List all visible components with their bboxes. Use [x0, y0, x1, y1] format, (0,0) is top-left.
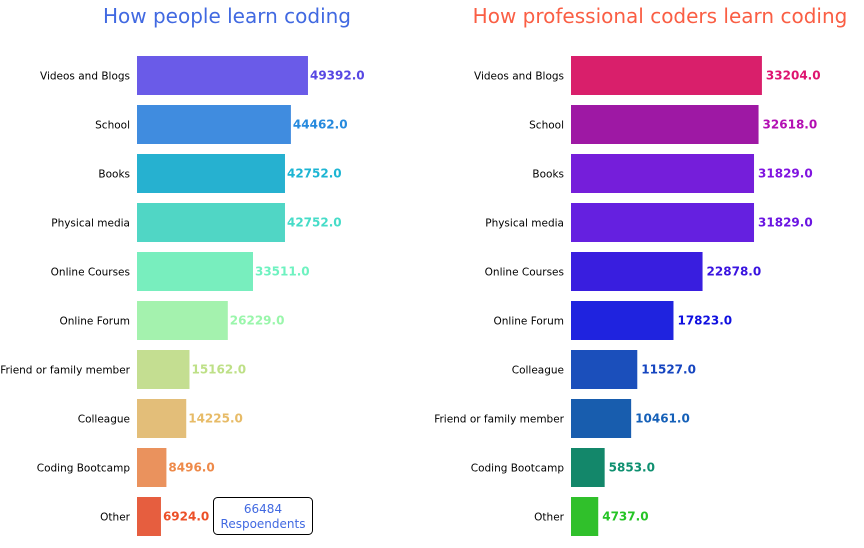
right-category-label: Online Courses	[485, 267, 564, 279]
left-chart-bars: Videos and Blogs 49392.0 School 44462.0 Book…	[0, 56, 365, 536]
left-bar	[137, 203, 285, 242]
left-category-label: Colleague	[78, 414, 130, 426]
right-bar	[571, 56, 762, 95]
right-value-label: 4737.0	[602, 510, 648, 524]
left-bar	[137, 105, 291, 144]
respondents-annotation: 66484 Respoendents	[213, 497, 313, 535]
right-category-label: Books	[532, 169, 564, 181]
left-bar	[137, 301, 228, 340]
left-category-label: Coding Bootcamp	[37, 463, 131, 475]
right-category-label: Coding Bootcamp	[471, 463, 565, 475]
left-bar	[137, 154, 285, 193]
right-bar	[571, 154, 755, 193]
left-category-label: Other	[100, 512, 130, 524]
right-value-label: 32618.0	[763, 118, 818, 132]
left-bar	[137, 252, 253, 291]
right-bar	[571, 105, 759, 144]
right-value-label: 5853.0	[609, 461, 655, 475]
left-bar	[137, 497, 161, 536]
respondents-count: 66484	[244, 502, 282, 516]
right-value-label: 22878.0	[707, 265, 762, 279]
left-value-label: 44462.0	[293, 118, 348, 132]
right-chart-title: How professional coders learn coding	[473, 4, 848, 28]
right-category-label: Online Forum	[494, 316, 565, 328]
right-bar	[571, 399, 632, 438]
left-bar	[137, 350, 190, 389]
right-category-label: Videos and Blogs	[474, 71, 564, 83]
left-bar	[137, 399, 187, 438]
right-value-label: 11527.0	[641, 363, 696, 377]
right-category-label: Friend or family member	[434, 414, 564, 426]
right-bar	[571, 301, 674, 340]
right-category-label: Colleague	[512, 365, 564, 377]
left-chart-title: How people learn coding	[103, 4, 351, 28]
left-category-label: Physical media	[51, 218, 130, 230]
left-category-label: Online Forum	[60, 316, 131, 328]
right-value-label: 31829.0	[758, 167, 813, 181]
left-category-label: Books	[98, 169, 130, 181]
right-bar	[571, 350, 638, 389]
right-bar	[571, 252, 703, 291]
right-value-label: 10461.0	[635, 412, 690, 426]
left-value-label: 26229.0	[230, 314, 285, 328]
left-value-label: 49392.0	[310, 69, 365, 83]
left-category-label: Online Courses	[51, 267, 130, 279]
left-category-label: Friend or family member	[0, 365, 130, 377]
left-category-label: School	[95, 120, 130, 132]
right-value-label: 33204.0	[766, 69, 821, 83]
left-bar	[137, 448, 167, 487]
respondents-box	[213, 497, 313, 535]
right-bar	[571, 497, 599, 536]
right-value-label: 31829.0	[758, 216, 813, 230]
left-value-label: 42752.0	[287, 216, 342, 230]
right-bar	[571, 203, 755, 242]
right-category-label: Physical media	[485, 218, 564, 230]
left-bar	[137, 56, 308, 95]
left-value-label: 14225.0	[188, 412, 243, 426]
left-value-label: 15162.0	[191, 363, 246, 377]
respondents-label: Respoendents	[221, 517, 306, 531]
right-category-label: Other	[534, 512, 564, 524]
left-value-label: 42752.0	[287, 167, 342, 181]
right-bar	[571, 448, 605, 487]
right-chart-bars: Videos and Blogs 33204.0 School 32618.0 Book…	[434, 56, 821, 536]
right-category-label: School	[529, 120, 564, 132]
left-category-label: Videos and Blogs	[40, 71, 130, 83]
left-value-label: 6924.0	[163, 510, 209, 524]
right-value-label: 17823.0	[677, 314, 732, 328]
left-value-label: 33511.0	[255, 265, 310, 279]
left-value-label: 8496.0	[168, 461, 214, 475]
